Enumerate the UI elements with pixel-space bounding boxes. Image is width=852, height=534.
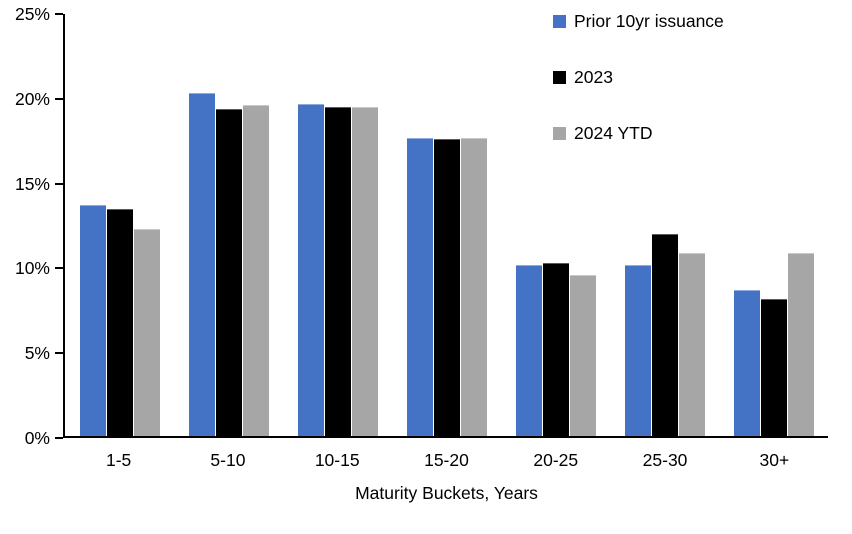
x-tick-label: 15-20 (424, 450, 469, 470)
y-tick-mark (55, 97, 63, 100)
x-tick-label: 10-15 (314, 450, 360, 470)
bar (787, 252, 814, 436)
x-tick-label: 30+ (759, 450, 790, 470)
legend-swatch-icon (553, 126, 566, 140)
bar (515, 264, 542, 436)
bar (624, 264, 651, 436)
bar (733, 290, 760, 436)
bar-group-1-5 (65, 14, 174, 436)
bar (542, 263, 569, 436)
bar-group-10-15 (283, 14, 392, 436)
bar (215, 108, 242, 436)
y-tick-mark (55, 267, 63, 270)
legend-item: 2023 (553, 66, 724, 88)
plot-area (63, 14, 828, 438)
bar (242, 105, 269, 436)
x-axis: 1-5 5-10 10-15 15-20 20-25 25-30 30+ (64, 450, 829, 471)
bar (106, 208, 133, 436)
legend-swatch-icon (553, 14, 566, 28)
legend-item: 2024 YTD (553, 122, 724, 144)
y-tick-label: 5% (24, 343, 50, 364)
legend-item: Prior 10yr issuance (553, 10, 724, 32)
y-tick-label: 20% (14, 88, 50, 109)
bar (760, 298, 787, 436)
bar (406, 137, 433, 436)
bar-group-20-25 (501, 14, 610, 436)
bar (351, 107, 378, 436)
legend-swatch-icon (553, 70, 566, 84)
bar (678, 252, 705, 436)
bar (133, 229, 160, 436)
x-tick-label: 25-30 (642, 450, 688, 470)
legend-label: 2023 (574, 67, 613, 87)
bar (433, 139, 460, 436)
bar (324, 107, 351, 436)
x-tick-label: 5-10 (210, 450, 246, 470)
y-tick-label: 0% (24, 428, 50, 448)
bar-group-30+ (719, 14, 828, 436)
bar-group-15-20 (392, 14, 501, 436)
legend-label: 2024 YTD (574, 123, 653, 143)
bar (460, 137, 487, 436)
y-tick-label: 25% (14, 4, 50, 24)
x-tick-label: 20-25 (533, 450, 579, 470)
y-tick-label: 15% (14, 173, 50, 194)
legend-label: Prior 10yr issuance (574, 11, 724, 31)
bar (297, 103, 324, 436)
bar (188, 93, 215, 436)
x-axis-title: Maturity Buckets, Years (355, 483, 538, 503)
bar-group-5-10 (174, 14, 283, 436)
y-tick-mark (55, 13, 63, 15)
bar (79, 205, 106, 436)
x-tick-label: 1-5 (105, 450, 132, 470)
bar (569, 274, 596, 436)
bar (651, 234, 678, 436)
y-tick-mark (55, 182, 63, 185)
bar-group-25-30 (610, 14, 719, 436)
y-tick-mark (55, 352, 63, 355)
y-tick-mark (55, 437, 63, 439)
legend: Prior 10yr issuance 2023 2024 YTD (553, 10, 724, 144)
bar-groups (65, 14, 828, 436)
y-tick-label: 10% (14, 258, 50, 279)
